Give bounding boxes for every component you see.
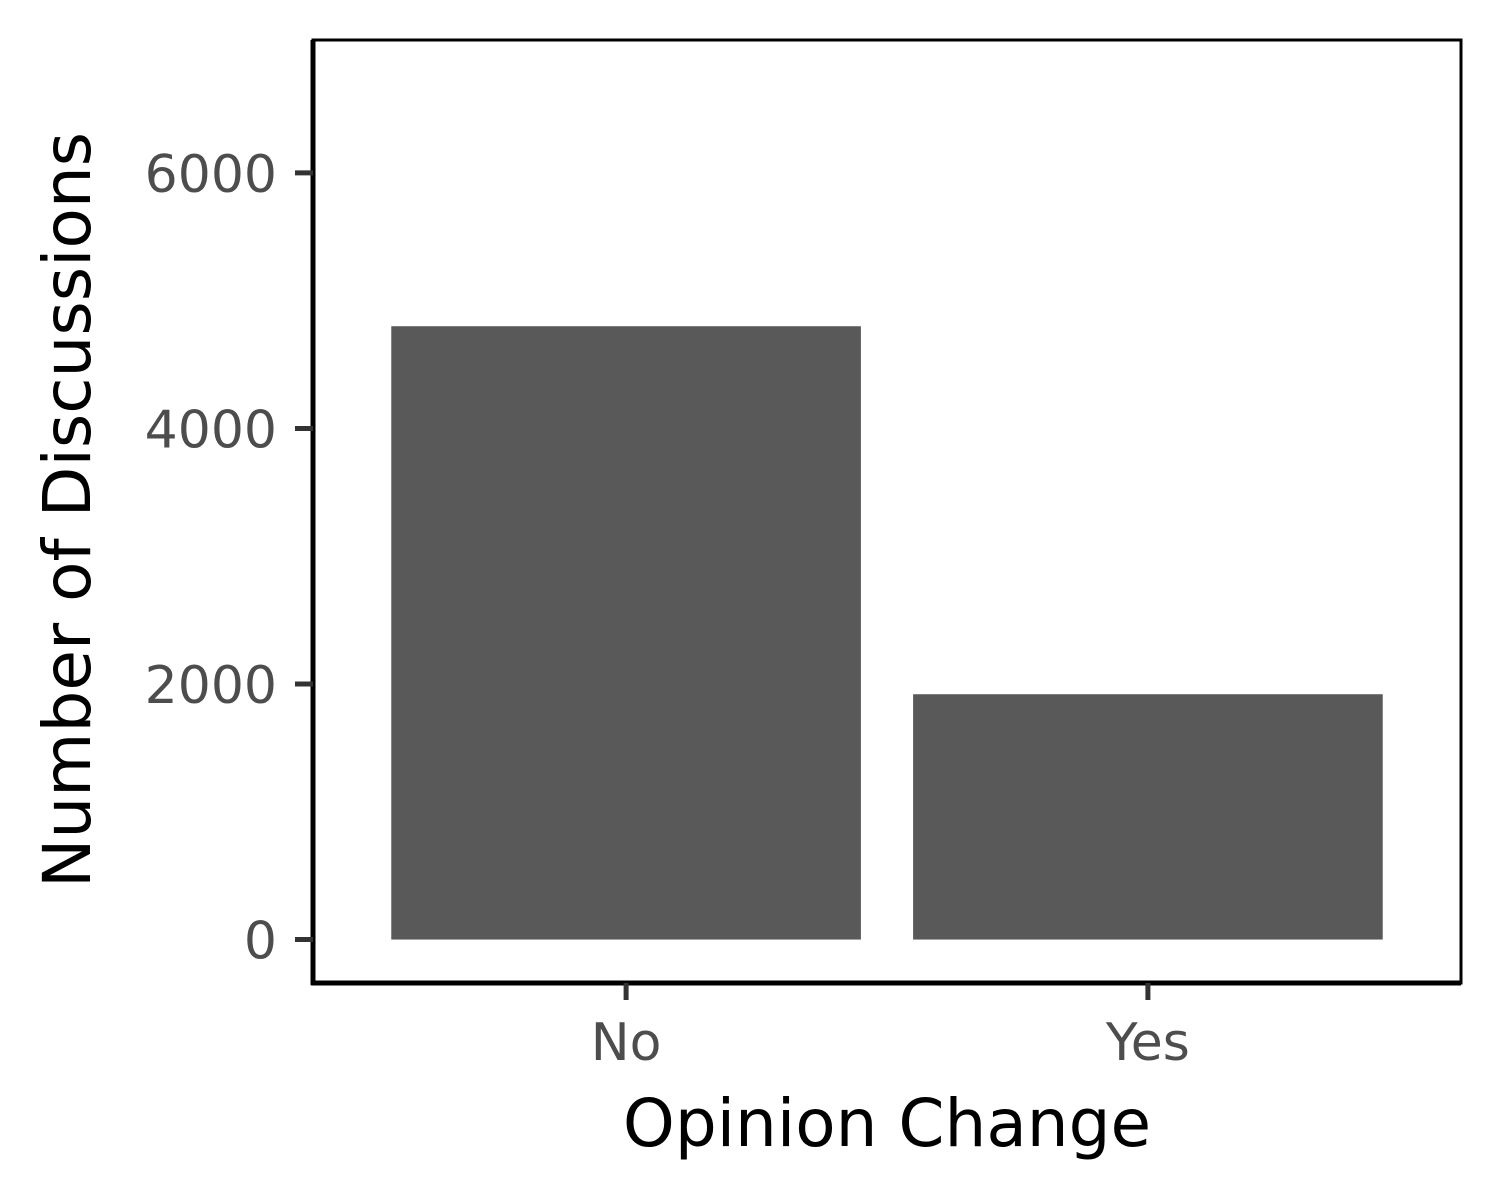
x-tick-label-yes: Yes <box>1105 1013 1190 1073</box>
x-axis-title: Opinion Change <box>623 1085 1151 1162</box>
y-tick-label-4000: 4000 <box>145 400 277 460</box>
y-tick-label-6000: 6000 <box>145 145 277 205</box>
y-tick-label-0: 0 <box>244 912 277 972</box>
x-tick-label-no: No <box>591 1013 662 1073</box>
y-ticks-group: 0 2000 4000 6000 <box>145 145 313 972</box>
bar-no <box>391 326 861 940</box>
y-axis-title: Number of Discussions <box>29 132 106 888</box>
y-tick-label-2000: 2000 <box>145 656 277 716</box>
x-ticks-group: No Yes <box>591 983 1190 1073</box>
bar-yes <box>913 694 1383 940</box>
bars-group <box>391 326 1383 940</box>
